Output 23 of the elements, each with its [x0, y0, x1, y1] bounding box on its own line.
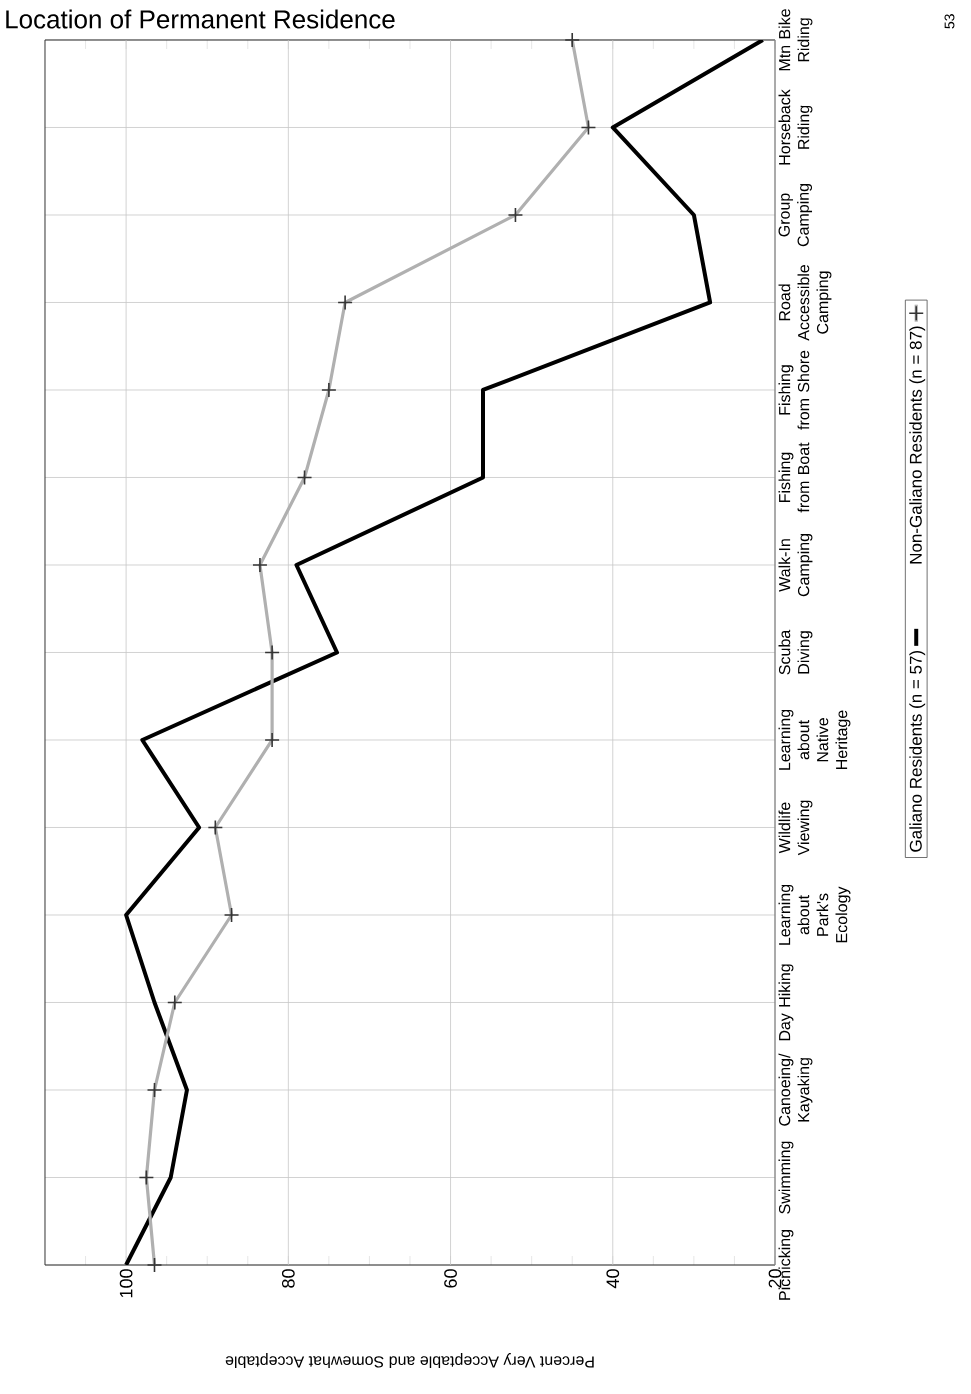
chart-title: Location of Permanent Residence — [6, 9, 395, 29]
y-tick-label: Horseback Riding — [778, 89, 813, 165]
x-tick-label: 40 — [606, 1269, 620, 1289]
x-tick-label: 100 — [119, 1269, 133, 1298]
y-tick-label: Scuba Diving — [778, 629, 813, 675]
y-tick-label: Group Camping — [778, 184, 813, 247]
y-tick-label: Canoeing/ Kayaking — [778, 1053, 813, 1126]
legend-label: Non-Galiano Residents (n = 87) — [909, 326, 926, 564]
y-tick-label: Swimming — [778, 1141, 794, 1214]
y-tick-label: Road Accessible Camping — [778, 264, 832, 341]
y-tick-label: Wildlife Viewing — [778, 800, 813, 856]
y-tick-label: Fishing from Shore — [778, 350, 810, 430]
y-tick-label: Mtn Bike Riding — [778, 9, 813, 71]
x-tick-label: 80 — [281, 1269, 295, 1288]
legend-label: Galiano Residents (n = 57) — [909, 650, 926, 852]
y-tick-label: Learning about Park's Ecology — [778, 884, 851, 945]
y-tick-label: Fishing from Boat — [778, 442, 810, 513]
y-tick-label: Learning about Native Heritage — [778, 709, 851, 770]
y-tick-label: Day Hiking — [778, 964, 794, 1041]
x-tick-label: 60 — [444, 1269, 457, 1288]
x-axis-title: Percent Very Acceptable and Somewhat Acceptable — [225, 1353, 594, 1369]
text: 53 — [944, 14, 955, 29]
y-tick-label: Walk-In Camping — [778, 534, 813, 597]
